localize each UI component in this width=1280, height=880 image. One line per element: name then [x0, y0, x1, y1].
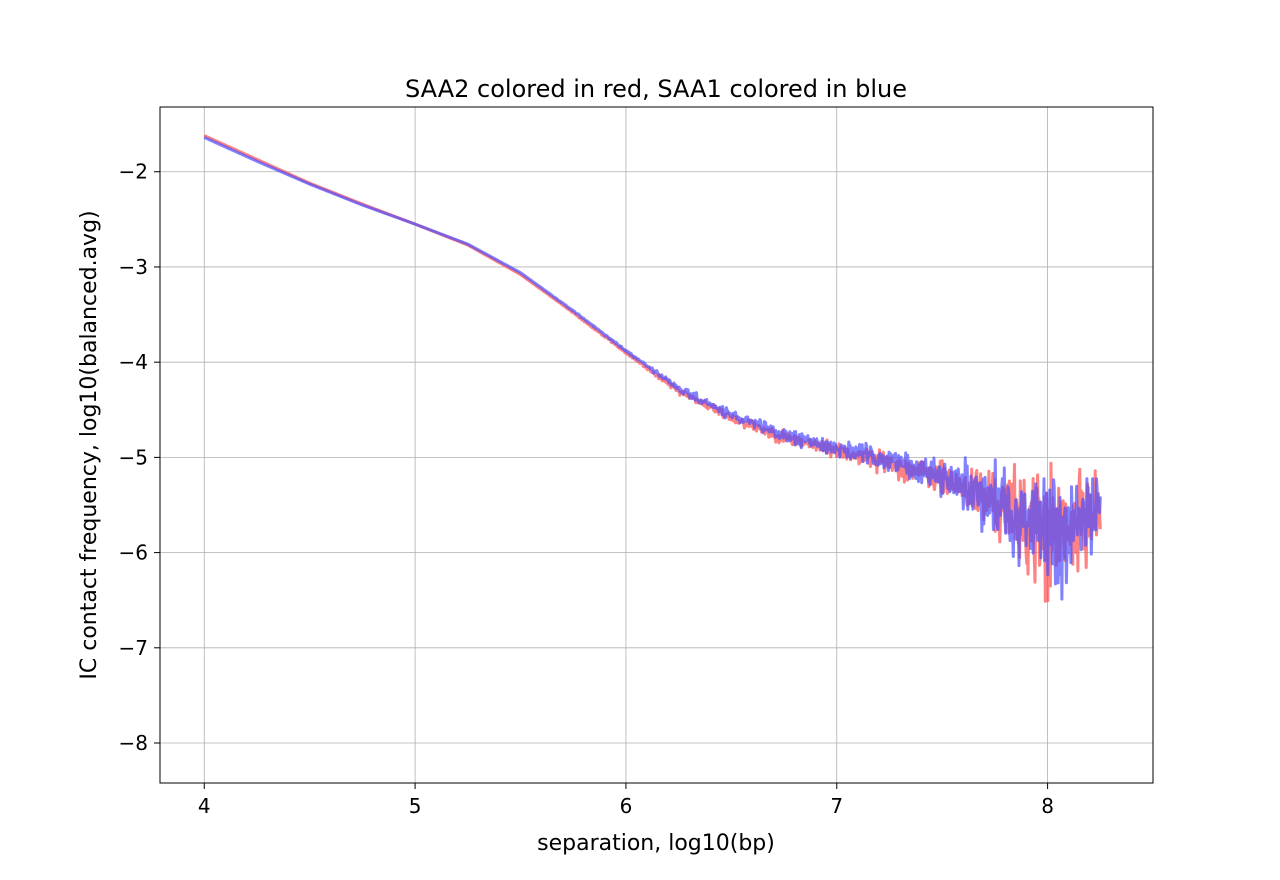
x-tick-label: 6	[620, 794, 633, 818]
x-tick-label: 7	[830, 794, 843, 818]
y-tick-label: −2	[119, 160, 148, 184]
y-axis-label: IC contact frequency, log10(balanced.avg…	[77, 210, 102, 679]
y-tick-label: −5	[119, 445, 148, 469]
x-axis-label: separation, log10(bp)	[537, 831, 775, 856]
y-tick-label: −3	[119, 255, 148, 279]
y-tick-label: −4	[119, 350, 148, 374]
y-tick-label: −6	[119, 541, 148, 565]
axes-frame	[159, 106, 1154, 784]
chart-title: SAA2 colored in red, SAA1 colored in blu…	[405, 75, 907, 103]
x-tick-label: 5	[409, 794, 422, 818]
y-tick-label: −7	[119, 636, 148, 660]
series-line-saa1	[203, 136, 1102, 601]
y-tick-label: −8	[119, 731, 148, 755]
axis-ticks: 4 5 6 7 8 −2 −3 −4 −5 −6 −7 −8	[119, 160, 1054, 818]
x-tick-label: 4	[198, 794, 211, 818]
plot-area	[203, 134, 1102, 603]
grid-lines	[160, 107, 1153, 783]
x-tick-label: 8	[1041, 794, 1054, 818]
